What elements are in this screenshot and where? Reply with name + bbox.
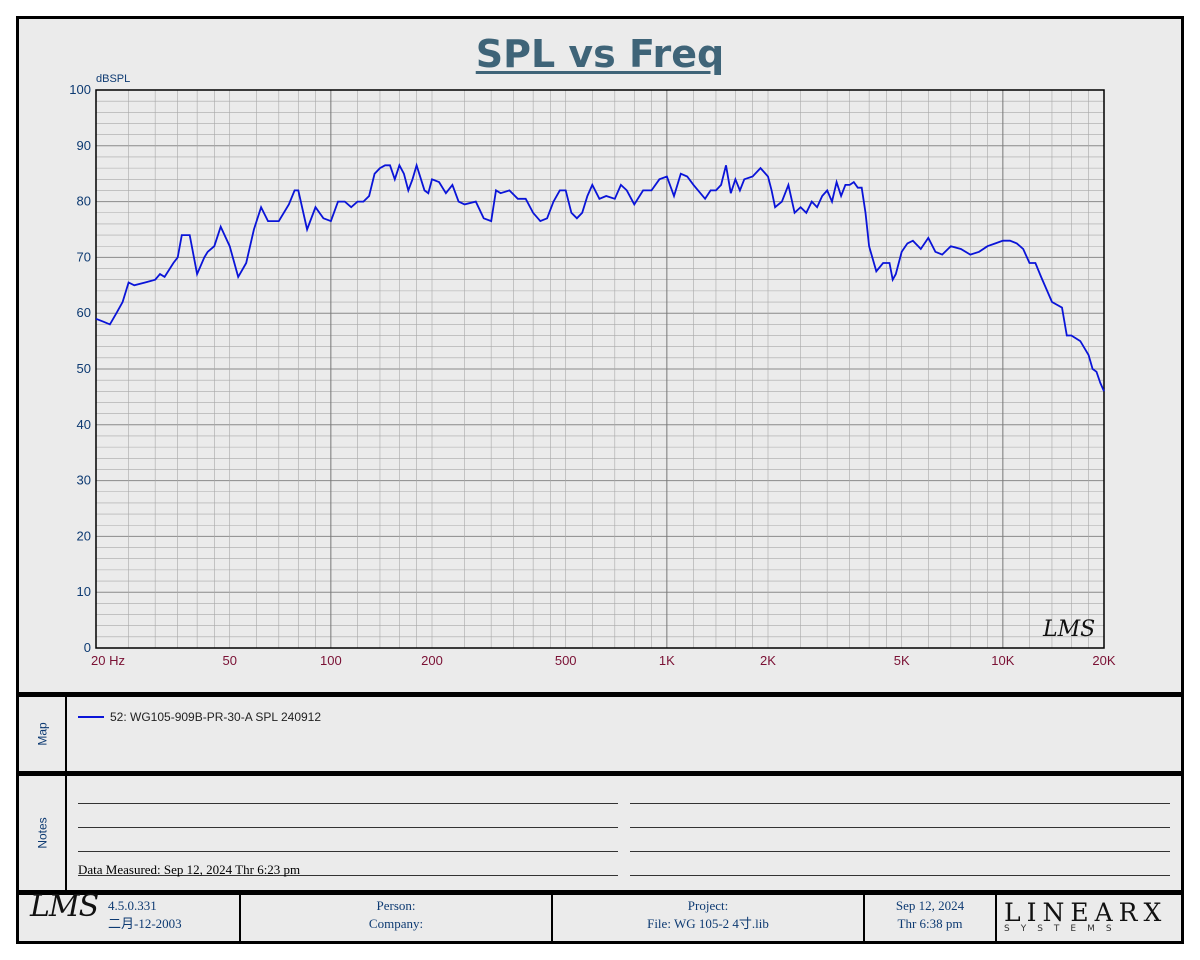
data-measured-text: Data Measured: Sep 12, 2024 Thr 6:23 pm: [78, 862, 301, 877]
legend: 52: WG105-909B-PR-30-A SPL 240912: [78, 710, 321, 724]
note-line: [78, 803, 618, 804]
date-text: Sep 12, 2024: [895, 898, 965, 913]
version-info: 4.5.0.331 二月-12-2003: [108, 897, 236, 939]
y-tick-label: 10: [77, 584, 91, 599]
time-text: Thr 6:38 pm: [897, 916, 963, 931]
notes-separator-top: [16, 771, 1184, 776]
build-date-text: 二月-12-2003: [108, 916, 182, 931]
map-side-label: Map: [36, 722, 50, 746]
notes-divider: [65, 776, 67, 890]
linearx-sub: SYSTEMS: [1004, 924, 1123, 934]
x-tick-label: 20 Hz: [91, 653, 125, 668]
plot-border: [95, 89, 1105, 649]
version-text: 4.5.0.331: [108, 898, 157, 913]
person-company-cell: Person: Company:: [241, 897, 551, 939]
footer-separator-top: [16, 890, 1184, 895]
y-tick-label: 0: [84, 640, 91, 655]
footer-divider: [995, 895, 997, 941]
y-tick-label: 40: [77, 417, 91, 432]
company-label: Company:: [368, 916, 424, 931]
legend-swatch: [78, 716, 104, 718]
x-tick-label: 200: [421, 653, 443, 668]
x-axis-ticks: 20 Hz 50 100 200 500 1K 2K 5K 10K 20K: [91, 653, 1116, 668]
plot-watermark-lms: LMS: [1042, 617, 1095, 642]
x-tick-label: 20K: [1092, 653, 1115, 668]
footer-divider: [239, 895, 241, 941]
spl-chart: 0 10 20 30 40 50 60 70 80 90 100 20 Hz 50 100 200 500 1…: [69, 73, 1116, 668]
y-axis-label: dBSPL: [96, 73, 130, 85]
notes-side-label: Notes: [35, 817, 50, 849]
footer-divider: [551, 895, 553, 941]
note-line: [78, 875, 618, 876]
y-axis-ticks: 0 10 20 30 40 50 60 70 80 90 100: [69, 82, 91, 655]
series-line-spl: [95, 162, 1105, 392]
linearx-logo: LINEARX SYSTEMS: [1004, 898, 1176, 938]
map-divider: [65, 697, 67, 771]
lms-logo: LMS: [30, 889, 99, 924]
project-label: Project:: [687, 898, 729, 913]
x-tick-label: 50: [222, 653, 236, 668]
note-line: [630, 875, 1170, 876]
x-tick-label: 5K: [894, 653, 910, 668]
note-line: [630, 803, 1170, 804]
y-tick-label: 80: [77, 194, 91, 209]
y-tick-label: 90: [77, 138, 91, 153]
note-line: [78, 827, 618, 828]
note-line: [630, 827, 1170, 828]
chart-grid: [95, 89, 1105, 649]
x-tick-label: 10K: [991, 653, 1014, 668]
x-tick-label: 2K: [760, 653, 776, 668]
y-tick-label: 70: [77, 249, 91, 264]
project-cell: Project: File: WG 105-2 4寸.lib: [553, 897, 863, 939]
y-tick-label: 100: [69, 82, 91, 97]
linearx-word: LINEARX: [1004, 898, 1168, 927]
legend-entry: 52: WG105-909B-PR-30-A SPL 240912: [110, 710, 322, 724]
file-label: File: WG 105-2 4寸.lib: [647, 916, 769, 931]
y-tick-label: 60: [77, 305, 91, 320]
y-tick-label: 20: [77, 528, 91, 543]
datetime-cell: Sep 12, 2024 Thr 6:38 pm: [865, 897, 995, 939]
y-tick-label: 50: [77, 361, 91, 376]
footer-divider: [863, 895, 865, 941]
map-separator-top: [16, 692, 1184, 697]
y-tick-label: 30: [77, 473, 91, 488]
x-tick-label: 1K: [659, 653, 675, 668]
report-frame: [16, 16, 1184, 944]
x-tick-label: 100: [320, 653, 342, 668]
note-line: [78, 851, 618, 852]
person-label: Person:: [376, 898, 416, 913]
note-line: [630, 851, 1170, 852]
chart-title: SPL vs Freq: [475, 32, 725, 76]
x-tick-label: 500: [555, 653, 577, 668]
